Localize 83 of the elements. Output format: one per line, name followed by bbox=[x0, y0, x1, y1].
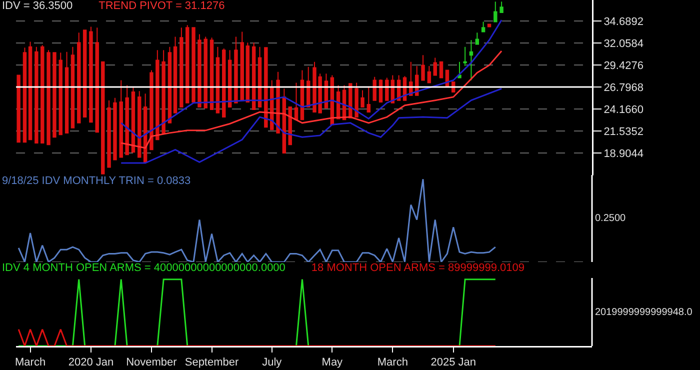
candlestick bbox=[458, 61, 462, 78]
text: 18 MONTH OPEN ARMS = 89999999.0109 bbox=[311, 262, 525, 274]
candlestick bbox=[22, 47, 27, 143]
candlestick bbox=[246, 42, 250, 103]
y-tick-label: 34.6892 bbox=[604, 16, 644, 28]
candlestick bbox=[306, 66, 310, 108]
candlestick bbox=[162, 50, 166, 134]
candlestick bbox=[469, 40, 474, 81]
text: 9/18/25 IDV MONTHLY TRIN = 0.0833 bbox=[2, 175, 191, 187]
candlestick bbox=[222, 48, 226, 118]
x-tick-label: 2025 Jan bbox=[430, 356, 476, 369]
x-tick-label: March bbox=[15, 356, 46, 369]
candlestick bbox=[360, 90, 364, 108]
candlestick bbox=[204, 36, 208, 108]
line-series bbox=[120, 19, 502, 139]
candlestick bbox=[125, 84, 129, 156]
candlestick bbox=[58, 52, 62, 136]
y-tick-label: 29.4276 bbox=[604, 60, 644, 72]
candlestick bbox=[240, 31, 244, 101]
candlestick bbox=[385, 77, 389, 101]
candlestick bbox=[487, 24, 492, 28]
x-tick-label: May bbox=[322, 356, 344, 369]
candlestick bbox=[198, 34, 202, 108]
text: 2019999999999948.0 bbox=[595, 307, 693, 318]
candlestick bbox=[427, 66, 432, 84]
y-tick-label: 18.9044 bbox=[604, 148, 644, 160]
candlestick bbox=[16, 74, 20, 143]
candlestick bbox=[494, 1, 498, 22]
candlestick bbox=[82, 30, 87, 118]
candlestick bbox=[89, 26, 93, 123]
candlestick bbox=[150, 70, 154, 150]
candlestick bbox=[186, 24, 190, 104]
candlestick bbox=[77, 32, 81, 124]
candlestick bbox=[354, 82, 358, 118]
candlestick bbox=[40, 44, 44, 144]
candlestick bbox=[258, 46, 262, 108]
candlestick bbox=[119, 80, 123, 158]
candlestick bbox=[252, 42, 256, 110]
candlestick bbox=[95, 27, 99, 133]
candlestick bbox=[366, 86, 371, 113]
x-tick-label: September bbox=[184, 356, 240, 369]
candlestick bbox=[192, 27, 196, 103]
candlestick bbox=[107, 100, 111, 168]
x-tick-label: July bbox=[262, 356, 282, 369]
candlestick bbox=[294, 82, 298, 120]
candlestick bbox=[216, 46, 220, 114]
candlestick bbox=[113, 97, 117, 160]
x-tick-label: March bbox=[377, 356, 408, 369]
x-tick-label: 2020 Jan bbox=[68, 356, 114, 369]
y-tick-label: 21.5352 bbox=[604, 126, 644, 138]
candlestick bbox=[70, 46, 75, 128]
x-tick-label: November bbox=[126, 356, 178, 369]
candlestick bbox=[228, 50, 232, 108]
text: 0.2500 bbox=[595, 213, 626, 224]
y-tick-label: 24.1660 bbox=[604, 104, 644, 116]
series-label: IDV 4 MONTH OPEN ARMS = 40000000000000000.0000 bbox=[2, 262, 286, 274]
line-series bbox=[120, 50, 502, 149]
candlestick bbox=[463, 46, 467, 67]
candlestick bbox=[481, 21, 486, 32]
candlestick bbox=[421, 54, 425, 81]
candlestick bbox=[64, 51, 69, 134]
candlestick bbox=[433, 57, 437, 76]
candlestick bbox=[168, 46, 172, 124]
candlestick bbox=[52, 52, 56, 138]
candlestick bbox=[34, 46, 38, 144]
candlestick bbox=[475, 32, 480, 45]
candlestick bbox=[173, 36, 178, 114]
candlestick bbox=[500, 1, 504, 14]
text: TREND PIVOT = 31.1276 bbox=[98, 0, 225, 12]
candlestick bbox=[234, 36, 238, 104]
y-tick-label: 26.7968 bbox=[604, 82, 644, 94]
candlestick bbox=[101, 61, 105, 174]
candlestick bbox=[28, 41, 32, 140]
chart-title: IDV = 36.3500 bbox=[2, 0, 73, 12]
y-tick-label: 32.0584 bbox=[604, 38, 644, 50]
candlestick bbox=[264, 47, 268, 128]
line-series bbox=[120, 88, 502, 164]
candlestick bbox=[46, 50, 50, 146]
candlestick bbox=[439, 61, 444, 78]
candlestick bbox=[156, 50, 160, 140]
candlestick bbox=[138, 90, 142, 158]
candlestick bbox=[180, 27, 184, 108]
candlestick bbox=[210, 37, 214, 110]
